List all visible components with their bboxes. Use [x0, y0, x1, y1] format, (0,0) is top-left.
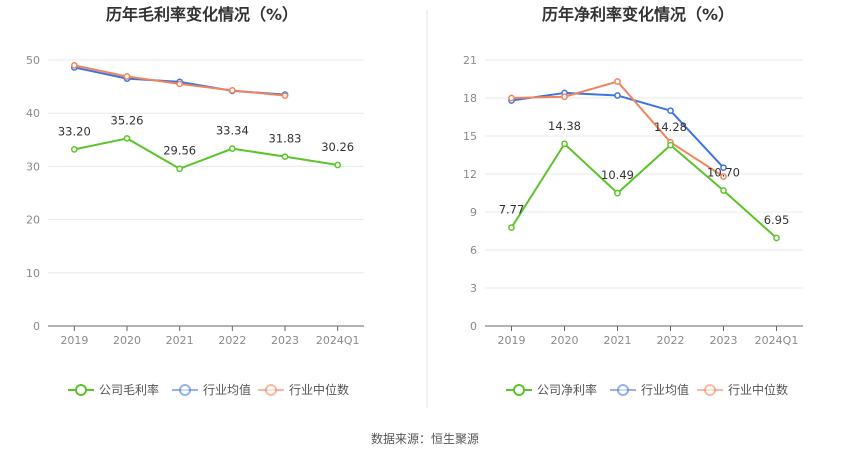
x-tick-label: 2021: [166, 334, 194, 347]
y-tick-label: 3: [470, 282, 477, 295]
data-point: [720, 187, 727, 194]
y-tick-label: 21: [463, 54, 477, 67]
x-tick-label: 2024Q1: [755, 334, 799, 347]
legend-swatch-marker: [179, 384, 191, 396]
data-point: [508, 94, 515, 102]
data-point: [281, 153, 289, 161]
legend-label: 行业均值: [203, 382, 251, 397]
x-tick-label: 2021: [604, 334, 632, 347]
data-point: [334, 161, 342, 169]
data-point: [614, 189, 621, 197]
y-tick-label: 30: [26, 160, 40, 173]
data-point: [667, 141, 674, 149]
y-tick-label: 15: [463, 130, 477, 143]
legend-item-1: 公司毛利率: [68, 382, 159, 397]
legend-label: 公司净利率: [537, 382, 597, 397]
x-tick-label: 2023: [271, 334, 299, 347]
legend-swatch-marker: [704, 384, 716, 396]
series-line-1: [510, 142, 778, 239]
data-label: 14.38: [548, 119, 581, 133]
data-label: 6.95: [764, 213, 790, 227]
y-tick-label: 10: [26, 267, 40, 280]
y-tick-label: 20: [26, 214, 40, 227]
data-point: [614, 92, 621, 99]
data-point: [614, 78, 621, 85]
legend-label: 行业中位数: [289, 382, 349, 397]
x-tick-label: 2022: [657, 334, 685, 347]
data-label: 10.49: [601, 168, 634, 182]
data-label: 10.70: [707, 165, 740, 179]
data-point: [123, 135, 131, 142]
data-source-text: 数据来源：恒生聚源: [371, 431, 479, 446]
legend-item-1: 公司净利率: [506, 382, 597, 397]
data-point: [123, 73, 131, 80]
legend-item-2: 行业均值: [610, 382, 689, 397]
data-point: [176, 80, 184, 88]
data-point: [720, 173, 727, 180]
data-label: 30.26: [321, 140, 354, 154]
legend-item-2: 行业均值: [172, 382, 251, 397]
y-tick-label: 0: [470, 320, 477, 333]
data-point: [773, 234, 780, 242]
series-line-1: [74, 137, 338, 170]
x-tick-label: 2020: [551, 334, 579, 347]
legend-swatch-marker: [617, 384, 629, 396]
y-tick-label: 50: [26, 54, 40, 67]
y-tick-label: 18: [463, 92, 477, 105]
data-point: [228, 86, 236, 94]
data-label: 33.34: [216, 124, 249, 138]
y-tick-label: 9: [470, 206, 477, 219]
data-point: [228, 145, 236, 152]
legend-swatch-marker: [513, 384, 525, 396]
data-label: 33.20: [58, 124, 91, 138]
data-label: 7.77: [499, 203, 525, 217]
data-label: 31.83: [269, 132, 302, 146]
legend-item-3: 行业中位数: [258, 382, 349, 397]
data-point: [561, 140, 568, 148]
data-point: [70, 146, 78, 153]
y-tick-label: 0: [33, 320, 40, 333]
data-point: [720, 164, 727, 172]
y-tick-label: 40: [26, 107, 40, 120]
x-tick-label: 2022: [218, 334, 246, 347]
data-point: [281, 92, 289, 99]
legend-label: 公司毛利率: [99, 382, 159, 397]
chart-panel-2: 历年净利率变化情况（%） 0 3 6 9 12 15 18 21 2019 2020 2021 2022…: [463, 5, 803, 397]
y-tick-label: 12: [463, 168, 477, 181]
data-point: [508, 224, 515, 231]
legend-item-3: 行业中位数: [697, 382, 788, 397]
y-tick-label: 6: [470, 244, 477, 257]
legend-label: 行业均值: [641, 382, 689, 397]
x-tick-label: 2019: [498, 334, 526, 347]
x-tick-label: 2019: [60, 334, 88, 347]
legend-swatch-marker: [75, 384, 87, 396]
data-point: [70, 61, 78, 69]
legend-label: 行业中位数: [728, 382, 788, 397]
chart-title: 历年毛利率变化情况（%）: [106, 5, 298, 24]
x-tick-label: 2020: [113, 334, 141, 347]
data-point: [667, 107, 674, 115]
data-point: [176, 165, 184, 173]
data-label: 35.26: [111, 113, 144, 127]
x-tick-label: 2023: [710, 334, 738, 347]
data-label: 29.56: [163, 144, 196, 158]
data-point: [561, 93, 568, 101]
data-label: 14.28: [654, 120, 687, 134]
x-tick-label: 2024Q1: [316, 334, 360, 347]
chart-panel-1: 历年毛利率变化情况（%） 0 10 20 30 40 50 2019 2020 2021 2022 2…: [26, 5, 364, 397]
legend-swatch-marker: [265, 384, 277, 396]
chart-title: 历年净利率变化情况（%）: [542, 5, 734, 24]
